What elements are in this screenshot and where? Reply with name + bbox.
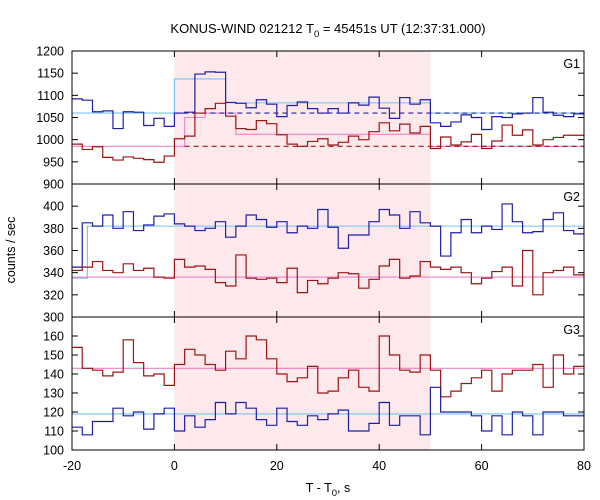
series-blue-background-line bbox=[72, 225, 584, 279]
panel-label: G2 bbox=[563, 190, 580, 204]
y-tick-label: 100 bbox=[43, 444, 64, 458]
y-tick-label: 300 bbox=[43, 311, 64, 325]
y-tick-label: 1100 bbox=[37, 89, 64, 103]
title-main: KONUS-WIND 021212 T bbox=[170, 21, 314, 36]
x-tick-label: 40 bbox=[372, 459, 386, 473]
x-tick-label: 60 bbox=[475, 459, 489, 473]
y-tick-label: 900 bbox=[43, 178, 64, 192]
y-tick-label: 1000 bbox=[36, 133, 64, 147]
y-tick-label: 400 bbox=[43, 200, 64, 214]
title-t0-subscript: 0 bbox=[314, 29, 319, 40]
y-tick-label: 1150 bbox=[37, 67, 64, 81]
panel-g3: 100 110 120 130 140 150 160 G3 bbox=[43, 316, 585, 458]
panel-g1: 900 950 1000 1050 1100 1150 1200 G1 bbox=[36, 45, 585, 192]
y-tick-label: 160 bbox=[43, 330, 64, 344]
y-tick-label: 380 bbox=[43, 222, 64, 236]
y-tick-label: 1200 bbox=[36, 45, 64, 59]
panel-label: G3 bbox=[563, 323, 580, 337]
series-blue-line bbox=[72, 203, 584, 268]
y-tick-label: 150 bbox=[43, 349, 64, 363]
x-tick-label: 0 bbox=[171, 459, 178, 473]
y-tick-label: 130 bbox=[43, 387, 64, 401]
y-axis-label: counts / sec bbox=[4, 217, 18, 284]
series-red-line bbox=[72, 102, 584, 163]
y-tick-label: 120 bbox=[43, 406, 64, 420]
x-tick-label: 20 bbox=[270, 459, 284, 473]
chart-title: KONUS-WIND 021212 T0 = 45451s UT (12:37:… bbox=[170, 21, 485, 40]
panel-frame bbox=[71, 316, 585, 451]
xlabel-rest: , s bbox=[337, 481, 350, 495]
y-tick-label: 110 bbox=[44, 425, 64, 439]
y-tick-label: 1050 bbox=[36, 111, 64, 125]
x-axis-label: T - T0, s bbox=[306, 481, 350, 499]
y-tick-label: 340 bbox=[43, 266, 64, 280]
panel-label: G1 bbox=[563, 57, 580, 71]
series-red-line bbox=[72, 249, 584, 296]
xlabel-subscript: 0 bbox=[332, 488, 337, 499]
x-axis-ticks: -20 0 20 40 60 80 bbox=[63, 459, 591, 473]
y-tick-label: 140 bbox=[43, 368, 64, 382]
y-tick-label: 360 bbox=[43, 244, 64, 258]
y-tick-label: 950 bbox=[43, 155, 64, 169]
panel-series bbox=[72, 335, 584, 436]
title-rest: = 45451s UT (12:37:31.000) bbox=[319, 21, 485, 36]
panels: 900 950 1000 1050 1100 1150 1200 G1 300 320 340 360… bbox=[36, 45, 585, 458]
highlight-region bbox=[174, 51, 431, 450]
series-blue-line bbox=[72, 71, 584, 131]
y-tick-label: 320 bbox=[43, 288, 64, 302]
series-red-line bbox=[72, 335, 584, 398]
xlabel-main: T - T bbox=[306, 481, 332, 495]
panel-series bbox=[72, 203, 584, 296]
x-tick-label: -20 bbox=[63, 459, 81, 473]
panel-series bbox=[72, 71, 584, 163]
series-blue-line bbox=[72, 386, 584, 436]
x-tick-label: 80 bbox=[577, 459, 591, 473]
